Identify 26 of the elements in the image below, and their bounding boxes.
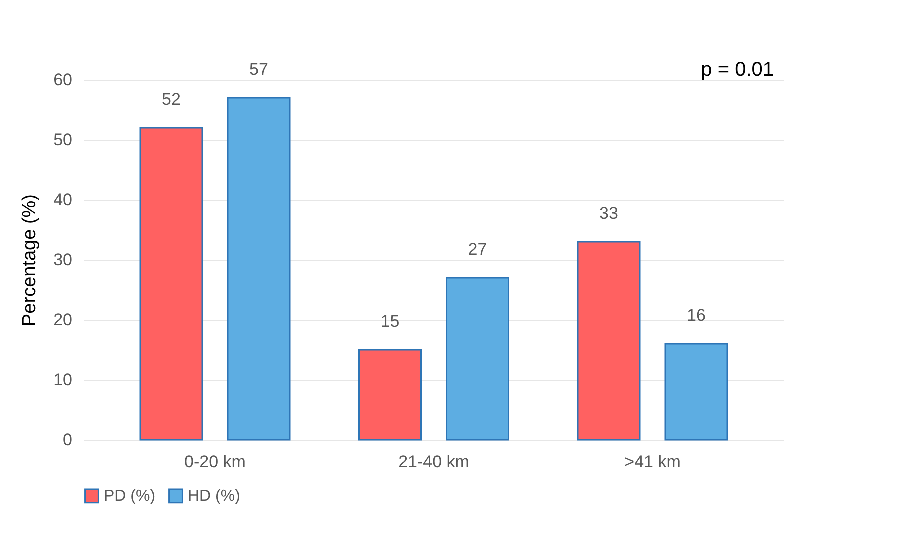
y-axis-title: Percentage (%)	[20, 194, 41, 327]
data-label: 16	[687, 306, 706, 325]
data-label: 57	[250, 60, 268, 79]
bar	[140, 127, 204, 441]
x-tick-label: 21-40 km	[398, 452, 470, 472]
y-tick-label: 60	[54, 70, 72, 90]
y-tick-label: 20	[54, 310, 72, 330]
bar	[227, 97, 291, 441]
legend-label: HD (%)	[188, 488, 240, 506]
bar	[446, 277, 510, 441]
y-tick-label: 40	[54, 190, 72, 210]
data-label: 27	[468, 240, 488, 259]
y-tick-label: 10	[54, 370, 72, 390]
y-tick-label: 30	[54, 250, 72, 270]
data-label: 15	[380, 312, 400, 331]
bar	[577, 241, 641, 441]
data-label: 52	[162, 90, 181, 109]
bar	[358, 349, 422, 441]
annotation: p = 0.01	[701, 59, 774, 81]
x-tick-label: >41 km	[624, 452, 681, 472]
y-tick-label: 0	[63, 430, 72, 450]
bar	[664, 343, 728, 441]
y-tick-label: 50	[54, 130, 72, 150]
data-label: 33	[600, 204, 618, 223]
x-tick-label: 0-20 km	[184, 452, 246, 472]
legend-label: PD (%)	[104, 488, 156, 506]
